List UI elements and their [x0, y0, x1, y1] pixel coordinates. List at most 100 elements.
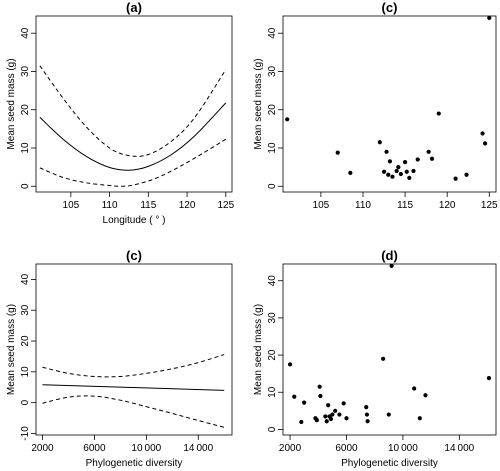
y-tick-label: 10 [267, 386, 278, 398]
y-tick-label: 0 [267, 183, 278, 189]
x-tick-label: 6000 [83, 443, 106, 454]
plot-frame [282, 15, 497, 193]
x-tick-label: 10 000 [388, 443, 418, 454]
y-tick-label: 20 [267, 349, 278, 361]
x-tick-label: 115 [397, 200, 413, 211]
data-point [381, 356, 386, 361]
y-tick-label: 0 [267, 426, 278, 432]
y-tick-label: 20 [20, 104, 31, 116]
plot-frame [35, 263, 233, 436]
data-point [487, 15, 492, 21]
data-point [326, 403, 331, 408]
data-point [412, 386, 417, 391]
panel-4: (d) 2000 6000 10 000 14 000 0 10 20 30 40 Phylogen… [253, 248, 497, 469]
y-tick-label: 10 [20, 142, 31, 154]
x-tick-label: 14 000 [444, 443, 474, 454]
panel-title: (a) [126, 0, 142, 15]
x-tick-label: 125 [217, 200, 234, 211]
data-point [453, 176, 458, 181]
panel-3: (c) 2000 6000 10 000 14 000 -10 0 10 20 30 40 Phylo… [6, 248, 233, 469]
x-tick-label: 14 000 [183, 443, 213, 454]
data-point [365, 419, 370, 424]
y-tick-label: 10 [20, 366, 31, 378]
data-point [323, 414, 328, 419]
data-point [324, 419, 329, 424]
data-point [299, 419, 304, 425]
x-tick-label: 2000 [279, 443, 302, 454]
x-tick-label: 120 [439, 200, 456, 211]
data-point [387, 159, 393, 164]
panel-title: (c) [382, 0, 398, 15]
data-point [426, 149, 431, 154]
confidence-band-line [39, 138, 227, 187]
y-tick-label: 10 [267, 142, 278, 154]
y-tick-label: 20 [267, 104, 278, 116]
data-point [415, 157, 420, 162]
data-point [287, 362, 293, 367]
y-tick-label: 40 [267, 27, 278, 39]
data-point [330, 412, 335, 417]
x-tick-label: 110 [355, 200, 371, 211]
panel-title: (c) [126, 248, 142, 263]
x-tick-label: 2000 [31, 443, 54, 454]
data-point [436, 111, 441, 116]
data-point [333, 408, 338, 413]
data-point [396, 165, 401, 170]
y-axis-label: Mean seed mass (g) [6, 304, 17, 395]
data-point [390, 174, 395, 179]
y-tick-label: 30 [267, 312, 278, 324]
y-tick-label: 0 [20, 399, 31, 405]
x-axis-label: Longitude ( ° ) [103, 215, 166, 226]
y-tick-label: 40 [267, 275, 278, 287]
panel-1: (a) 105 110 115 120 125 0 10 20 30 40 Longitude ( °… [6, 0, 235, 226]
data-point [335, 150, 340, 155]
data-point [464, 172, 469, 177]
data-point [381, 169, 387, 174]
confidence-band-line [42, 395, 225, 428]
confidence-band-line [42, 354, 225, 378]
x-tick-label: 110 [102, 200, 118, 211]
data-point [318, 393, 323, 399]
data-point [328, 416, 334, 422]
y-tick-label: 40 [20, 273, 31, 285]
data-point [317, 384, 322, 389]
data-point [302, 400, 307, 405]
fitted-line [39, 102, 227, 171]
y-tick-label: 20 [20, 335, 31, 347]
data-point [482, 141, 488, 146]
panel-2: (c) 105 110 115 120 125 0 10 20 30 40 Mean seed mas… [253, 0, 498, 211]
y-tick-label: 0 [20, 183, 31, 189]
data-point [384, 149, 389, 154]
data-point [337, 412, 342, 417]
x-tick-label: 10 000 [131, 443, 161, 454]
data-point [389, 263, 394, 268]
y-tick-label: -10 [20, 426, 31, 441]
data-point [417, 416, 422, 421]
data-point [404, 169, 409, 174]
data-point [486, 376, 492, 381]
x-tick-label: 105 [63, 200, 80, 211]
data-point [348, 170, 353, 175]
y-axis-label: Mean seed mass (g) [6, 58, 17, 149]
data-point [407, 175, 412, 180]
data-point [423, 393, 428, 398]
data-point [398, 171, 403, 177]
data-point [402, 160, 408, 165]
data-point [285, 117, 290, 122]
x-axis-label: Phylogenetic diversity [341, 458, 438, 469]
data-point [386, 412, 391, 417]
data-point [480, 131, 485, 136]
data-point [364, 405, 369, 410]
plot-frame [282, 263, 497, 436]
data-point [344, 416, 349, 421]
data-point [411, 168, 416, 174]
y-tick-label: 30 [20, 65, 31, 77]
data-point [364, 412, 370, 417]
data-point [314, 418, 319, 423]
x-tick-label: 105 [313, 200, 330, 211]
y-tick-label: 30 [20, 304, 31, 316]
plot-frame [35, 15, 233, 193]
fitted-line [42, 384, 225, 391]
x-tick-label: 6000 [335, 443, 358, 454]
